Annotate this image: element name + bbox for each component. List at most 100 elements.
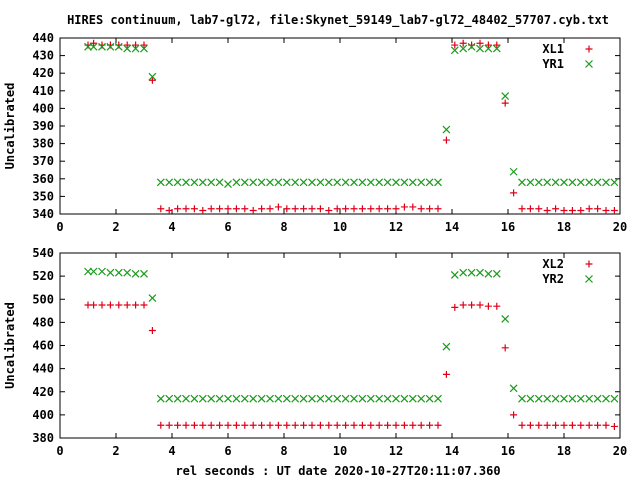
data-point xyxy=(383,394,392,403)
data-point xyxy=(384,421,392,429)
data-point xyxy=(375,394,384,403)
data-point xyxy=(367,421,375,429)
legend-label: YR1 xyxy=(542,57,564,71)
data-point xyxy=(552,421,560,429)
data-point xyxy=(476,268,484,277)
data-point xyxy=(173,394,182,403)
data-point xyxy=(333,421,341,429)
data-point xyxy=(341,178,350,187)
data-point xyxy=(173,178,182,187)
data-point xyxy=(492,269,501,278)
series-YR2 xyxy=(84,267,619,403)
data-point xyxy=(484,302,492,310)
x-tick-label: 20 xyxy=(613,220,627,234)
data-point xyxy=(182,394,190,403)
data-point xyxy=(501,344,509,352)
data-point xyxy=(98,42,106,51)
data-point xyxy=(333,205,341,213)
data-point xyxy=(157,421,165,429)
legend-marker xyxy=(585,260,593,268)
data-point xyxy=(350,205,358,213)
data-point xyxy=(316,178,325,187)
series-XL1 xyxy=(84,39,618,214)
data-point xyxy=(484,269,493,278)
data-point xyxy=(207,421,215,429)
data-point xyxy=(199,206,207,214)
plot-panel-1: 0 2 4 6 8 10 12 14 16 18 20 340 350 360 370 380 390 400 41… xyxy=(3,31,627,234)
x-tick-label: 12 xyxy=(389,444,403,458)
data-point xyxy=(207,394,216,403)
x-tick-label: 14 xyxy=(445,220,459,234)
series-YR1 xyxy=(84,42,619,189)
data-point xyxy=(156,178,165,187)
data-point xyxy=(106,268,115,277)
data-point xyxy=(215,178,224,187)
data-point xyxy=(384,205,392,213)
data-point xyxy=(224,421,232,429)
data-point xyxy=(518,178,526,187)
data-point xyxy=(316,205,324,213)
data-point xyxy=(417,205,425,213)
data-point xyxy=(282,394,291,403)
series-XL2 xyxy=(84,301,618,430)
data-point xyxy=(274,421,282,429)
data-point xyxy=(198,394,207,403)
data-point xyxy=(106,301,114,309)
data-point xyxy=(165,421,173,429)
data-point xyxy=(342,421,350,429)
data-point xyxy=(198,178,207,187)
data-point xyxy=(543,394,552,403)
x-tick-label: 12 xyxy=(389,220,403,234)
data-point xyxy=(510,189,518,197)
y-tick-label: 360 xyxy=(32,172,54,186)
data-point xyxy=(215,394,224,403)
data-point xyxy=(518,394,526,403)
data-point xyxy=(207,178,216,187)
data-point xyxy=(468,301,476,309)
data-point xyxy=(249,206,257,214)
data-point xyxy=(308,205,316,213)
data-point xyxy=(89,42,98,51)
data-point xyxy=(526,394,535,403)
data-point xyxy=(216,421,224,429)
data-point xyxy=(476,44,484,53)
data-point xyxy=(316,394,325,403)
y-tick-label: 420 xyxy=(32,66,54,80)
data-point xyxy=(115,301,123,309)
data-point xyxy=(342,205,350,213)
y-tick-label: 410 xyxy=(32,84,54,98)
data-point xyxy=(602,421,610,429)
data-point xyxy=(426,421,434,429)
x-tick-label: 16 xyxy=(501,444,515,458)
data-point xyxy=(484,44,493,53)
data-point xyxy=(190,205,198,213)
data-point xyxy=(249,421,257,429)
data-point xyxy=(383,178,392,187)
data-point xyxy=(543,206,551,214)
data-point xyxy=(510,411,518,419)
data-point xyxy=(123,268,132,277)
data-point xyxy=(459,44,468,53)
data-point xyxy=(299,178,308,187)
data-point xyxy=(400,394,409,403)
data-point xyxy=(560,394,568,403)
y-axis-title: Uncalibrated xyxy=(3,302,17,389)
data-point xyxy=(543,178,552,187)
data-point xyxy=(400,178,409,187)
legend-marker xyxy=(585,45,593,53)
data-point xyxy=(585,178,594,187)
data-point xyxy=(417,421,425,429)
data-point xyxy=(106,42,115,51)
data-point xyxy=(442,342,451,351)
data-point xyxy=(451,41,459,49)
data-point xyxy=(493,41,501,49)
x-tick-label: 16 xyxy=(501,220,515,234)
data-point xyxy=(425,394,434,403)
data-point xyxy=(350,394,358,403)
data-point xyxy=(324,394,333,403)
data-point xyxy=(366,178,375,187)
data-point xyxy=(509,167,518,176)
data-point xyxy=(224,394,232,403)
